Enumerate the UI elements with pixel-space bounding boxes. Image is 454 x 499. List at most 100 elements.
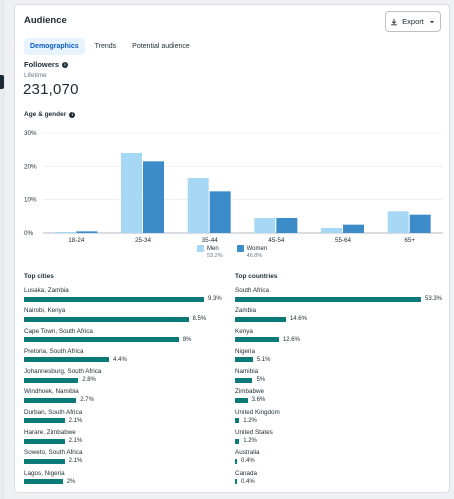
bar-women-45-54[interactable]: [276, 218, 298, 233]
list-item-bar: [24, 479, 63, 485]
followers-label: Followers: [24, 60, 60, 69]
bar-men-35-44[interactable]: [187, 178, 209, 233]
list-item-bar-track: 0.4%: [235, 479, 445, 485]
age-gender-label: Age & gender: [24, 111, 67, 118]
list-item-bar-track: 53.3%: [235, 296, 445, 302]
x-tick-label: 65+: [404, 237, 415, 244]
chart-legend: Men 53.2% Women 46.8%: [197, 245, 267, 259]
bar-women-35-44[interactable]: [209, 191, 231, 233]
x-tick-label: 18-24: [68, 237, 85, 244]
list-item-label: Nairobi, Kenya: [24, 307, 66, 315]
list-item-label: Canada: [235, 469, 258, 477]
followers-heading: Followers i: [24, 60, 69, 69]
list-item-label: Zambia: [235, 307, 256, 315]
list-item-bar: [235, 479, 237, 485]
list-item: Pretoria, South Africa 4.4%: [24, 348, 234, 368]
list-item-label: Namibia: [235, 368, 259, 376]
list-item-percent: 2.1%: [68, 417, 83, 424]
y-tick-label: 0%: [24, 230, 34, 237]
list-item-bar: [24, 458, 65, 464]
list-item-bar-track: 14.6%: [235, 316, 445, 322]
tab-demographics[interactable]: Demographics: [24, 38, 85, 55]
list-item-bar-track: 4.4%: [24, 357, 234, 363]
list-item-label: Cape Town, South Africa: [24, 327, 93, 335]
legend-share-women: 46.8%: [246, 253, 263, 259]
list-item-label: Nigeria: [235, 347, 255, 355]
list-item-bar: [24, 296, 204, 302]
x-tick-label: 35-44: [202, 237, 219, 244]
legend-share-men: 53.2%: [207, 253, 223, 259]
list-item: South Africa 53.3%: [235, 287, 445, 307]
bar-men-55-64[interactable]: [321, 228, 342, 233]
caret-down-icon: [429, 20, 434, 23]
bar-men-45-54[interactable]: [254, 218, 276, 233]
list-item-label: Harare, Zimbabwe: [24, 429, 76, 437]
list-item: Australia 0.4%: [235, 449, 445, 469]
list-item-label: Windhoek, Namibia: [24, 388, 79, 396]
card-title: Audience: [24, 15, 67, 26]
age-gender-chart: 0% 10% 20% 30% 18-24 25-34 35-44 45-54 55-64 65+: [24, 130, 443, 244]
list-item: Kenya 12.6%: [235, 328, 445, 348]
top-countries-list: South Africa 53.3% Zambia 14.6% Kenya 12.6% Ni…: [235, 287, 445, 490]
list-item-bar-track: 2.8%: [24, 377, 234, 383]
list-item: Lagos, Nigeria 2%: [24, 470, 234, 490]
list-item-label: Johannesburg, South Africa: [24, 368, 102, 376]
list-item-bar: [24, 337, 179, 343]
bar-men-65+[interactable]: [387, 211, 409, 233]
list-item-bar-track: 2.1%: [24, 458, 234, 464]
list-item-percent: 8%: [182, 336, 192, 343]
bar-women-55-64[interactable]: [343, 224, 364, 233]
list-item-percent: 2.1%: [68, 438, 83, 445]
bar-women-65+[interactable]: [409, 214, 431, 233]
legend-item-women[interactable]: Women 46.8%: [236, 245, 267, 259]
list-item: United Kingdom 1.2%: [235, 409, 445, 429]
list-item: Windhoek, Namibia 2.7%: [24, 388, 234, 408]
list-item-bar: [235, 316, 286, 322]
list-item-percent: 5%: [256, 377, 266, 384]
y-tick-label: 10%: [24, 197, 37, 204]
left-edge-tab[interactable]: [0, 75, 4, 89]
list-item-bar-track: 1.2%: [235, 418, 445, 424]
tab-bar: Demographics Trends Potential audience: [24, 38, 196, 55]
top-cities-list: Lusaka, Zambia 9.3% Nairobi, Kenya 8.5% Cape…: [24, 287, 234, 490]
list-item-bar: [24, 316, 189, 322]
list-item: Zambia 14.6%: [235, 307, 445, 327]
list-item-bar: [24, 397, 77, 403]
bar-women-18-24[interactable]: [76, 231, 98, 233]
x-tick-label: 25-34: [135, 237, 152, 244]
tab-trends[interactable]: Trends: [94, 43, 117, 50]
list-item-bar-track: 8.5%: [24, 316, 234, 322]
list-item-percent: 1.2%: [243, 438, 257, 445]
list-item-percent: 2%: [66, 478, 76, 485]
export-button[interactable]: Export: [385, 11, 441, 32]
list-item-percent: 8.5%: [192, 316, 207, 323]
top-countries-title: Top countries: [235, 273, 278, 280]
list-item-percent: 5.1%: [256, 356, 271, 363]
legend-swatch-women: [236, 245, 244, 252]
list-item-label: United Kingdom: [235, 408, 280, 416]
list-item-bar-track: 2.1%: [24, 418, 234, 424]
left-edge-panel: [0, 0, 5, 499]
download-icon: [391, 18, 397, 25]
list-item-percent: 12.6%: [282, 336, 300, 343]
list-item-bar-track: 5%: [235, 377, 445, 383]
list-item-percent: 14.6%: [289, 316, 307, 323]
bar-women-25-34[interactable]: [143, 161, 164, 233]
list-item-bar-track: 8%: [24, 337, 234, 343]
followers-count: 231,070: [23, 81, 79, 98]
info-icon[interactable]: i: [62, 61, 69, 68]
top-cities-title: Top cities: [24, 273, 54, 280]
list-item-bar: [235, 296, 421, 302]
bar-men-25-34[interactable]: [121, 153, 142, 233]
info-icon[interactable]: i: [69, 111, 76, 118]
list-item-percent: 1.2%: [243, 417, 257, 424]
legend-item-men[interactable]: Men 53.2%: [197, 245, 223, 259]
list-item-percent: 2.1%: [68, 458, 83, 465]
list-item-bar: [235, 337, 279, 343]
list-item-label: United States: [235, 429, 273, 437]
bar-men-18-24[interactable]: [54, 232, 76, 233]
list-item-percent: 3.6%: [251, 397, 266, 404]
list-item-bar: [24, 438, 65, 444]
tab-potential-audience[interactable]: Potential audience: [132, 43, 190, 50]
list-item-bar-track: 2.1%: [24, 438, 234, 444]
